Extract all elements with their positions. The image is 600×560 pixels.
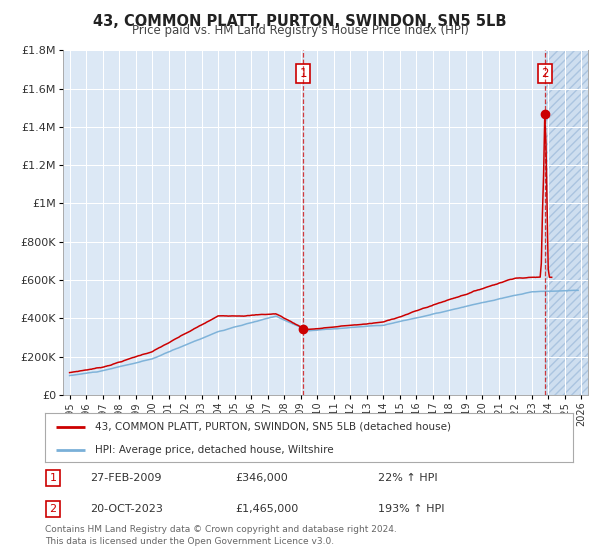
Text: HPI: Average price, detached house, Wiltshire: HPI: Average price, detached house, Wilt… [95, 445, 334, 455]
Text: £1,465,000: £1,465,000 [235, 504, 298, 514]
Text: 43, COMMON PLATT, PURTON, SWINDON, SN5 5LB (detached house): 43, COMMON PLATT, PURTON, SWINDON, SN5 5… [95, 422, 451, 432]
Text: Price paid vs. HM Land Registry's House Price Index (HPI): Price paid vs. HM Land Registry's House … [131, 24, 469, 37]
Bar [545, 50, 588, 395]
Text: 2: 2 [49, 504, 56, 514]
Text: Contains HM Land Registry data © Crown copyright and database right 2024.
This d: Contains HM Land Registry data © Crown c… [45, 525, 397, 546]
Text: 1: 1 [49, 473, 56, 483]
Text: 22% ↑ HPI: 22% ↑ HPI [377, 473, 437, 483]
Bar [545, 50, 588, 395]
Text: 27-FEB-2009: 27-FEB-2009 [90, 473, 161, 483]
Text: 2: 2 [541, 67, 549, 80]
Text: 1: 1 [299, 67, 307, 80]
Text: 193% ↑ HPI: 193% ↑ HPI [377, 504, 444, 514]
Text: 20-OCT-2023: 20-OCT-2023 [90, 504, 163, 514]
Text: £346,000: £346,000 [235, 473, 288, 483]
Text: 43, COMMON PLATT, PURTON, SWINDON, SN5 5LB: 43, COMMON PLATT, PURTON, SWINDON, SN5 5… [93, 14, 507, 29]
Bar [303, 50, 545, 395]
